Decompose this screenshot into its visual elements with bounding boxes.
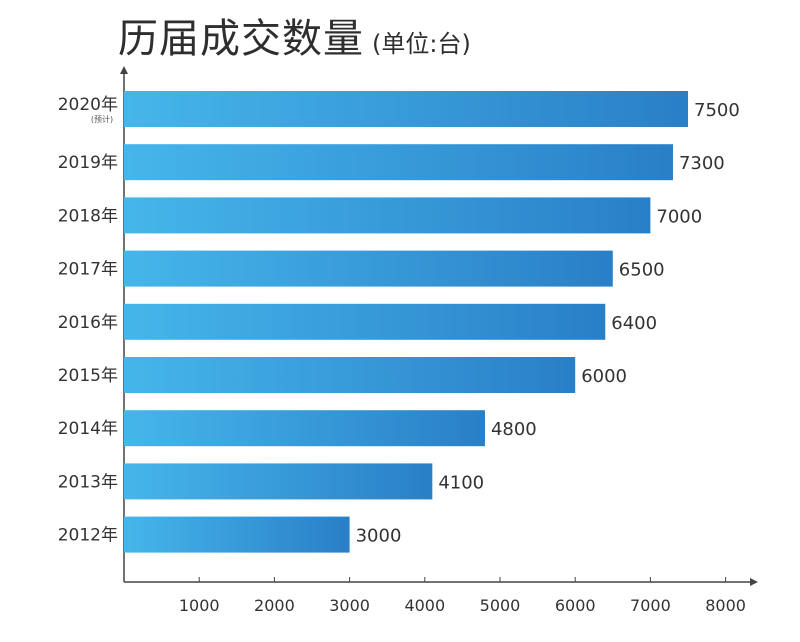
x-tick-label: 6000: [555, 596, 596, 615]
x-tick-label: 2000: [254, 596, 295, 615]
bar: [124, 303, 606, 340]
data-label: 4100: [438, 472, 484, 493]
bar: [124, 357, 576, 393]
chart-title: 历届成交数量 (单位:台): [118, 6, 471, 64]
x-tick-label: 7000: [630, 596, 671, 615]
chart-title-unit: (单位:台): [372, 30, 471, 58]
data-label: 4800: [491, 419, 537, 440]
bar: [124, 463, 433, 500]
x-tick-label: 3000: [329, 596, 370, 615]
data-label: 6500: [619, 260, 665, 281]
y-tick-label: 2017年: [58, 260, 118, 280]
bar: [124, 197, 651, 234]
y-tick-label: 2013年: [58, 472, 118, 492]
x-axis-arrow: [750, 578, 758, 586]
axes: 1000 2000 3000 4000 5000 6000 7000 8000: [120, 66, 758, 615]
bar: [124, 410, 485, 447]
bar: [124, 91, 688, 127]
bar: [124, 250, 613, 287]
bar: [124, 144, 673, 181]
data-label: 6400: [611, 313, 657, 334]
data-label: 6000: [581, 366, 627, 387]
x-tick-label: 1000: [179, 596, 220, 615]
y-tick-label: 2012年: [58, 526, 118, 546]
data-label: 7300: [679, 153, 725, 174]
x-tick-label: 8000: [705, 596, 746, 615]
x-tick-label: 5000: [480, 596, 521, 615]
labels: 2020年(预计) 7500 2019年 7300 2018年 7000 2017年 6500…: [58, 95, 740, 547]
data-label: 3000: [356, 526, 402, 547]
data-label: 7000: [656, 206, 702, 227]
data-label: 7500: [694, 100, 740, 121]
bar: [124, 516, 350, 553]
y-tick-label: 2020年: [58, 95, 118, 115]
y-tick-label: 2018年: [58, 206, 118, 226]
x-tick-label: 4000: [404, 596, 445, 615]
y-tick-label: 2015年: [58, 366, 118, 386]
y-tick-label: 2014年: [58, 419, 118, 439]
y-tick-label: 2019年: [58, 153, 118, 173]
bars: [124, 91, 688, 553]
y-tick-label: 2016年: [58, 313, 118, 333]
y-axis-arrow: [120, 66, 128, 74]
chart-title-main: 历届成交数量: [118, 16, 364, 62]
y-tick-note: (预计): [91, 114, 113, 124]
